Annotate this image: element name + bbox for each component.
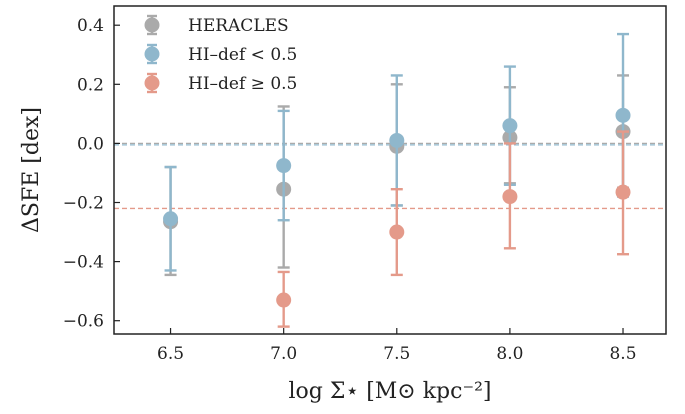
legend-marker	[144, 17, 160, 33]
data-point	[163, 211, 179, 227]
legend-label: HERACLES	[188, 16, 289, 36]
data-point	[389, 132, 405, 148]
data-point	[389, 224, 405, 240]
data-point	[615, 107, 631, 123]
y-axis-label: ΔSFE [dex]	[19, 107, 44, 233]
reference-lines	[114, 142, 666, 210]
y-tick-label: 0.4	[77, 16, 104, 36]
data-point	[276, 158, 292, 174]
y-tick-label: −0.2	[63, 194, 104, 214]
x-axis-label: log Σ⋆ [M⊙ kpc⁻²]	[289, 379, 492, 404]
legend-label: HI–def ≥ 0.5	[188, 74, 297, 94]
series-3	[276, 130, 631, 328]
legend-label: HI–def < 0.5	[188, 45, 297, 65]
plot-frame	[113, 5, 667, 335]
data-series	[163, 32, 631, 328]
x-tick-label: 6.5	[157, 344, 184, 364]
legend-marker	[144, 46, 160, 62]
data-point	[615, 184, 631, 200]
x-tick-label: 8.5	[609, 344, 636, 364]
legend-marker	[144, 75, 160, 91]
data-point	[502, 118, 518, 134]
x-tick-label: 7.5	[383, 344, 410, 364]
y-tick-label: −0.4	[63, 253, 104, 273]
y-tick-label: −0.6	[63, 312, 104, 332]
y-axis: −0.6 −0.4 −0.2 0.0 0.2 0.4	[63, 16, 120, 332]
data-point	[276, 292, 292, 308]
data-point	[502, 189, 518, 205]
legend: HERACLES HI–def < 0.5 HI–def ≥ 0.5	[144, 14, 297, 94]
x-axis: 6.5 7.0 7.5 8.0 8.5	[157, 328, 637, 364]
y-tick-label: 0.0	[77, 134, 104, 154]
y-tick-label: 0.2	[77, 75, 104, 95]
x-tick-label: 8.0	[496, 344, 523, 364]
x-tick-label: 7.0	[270, 344, 297, 364]
